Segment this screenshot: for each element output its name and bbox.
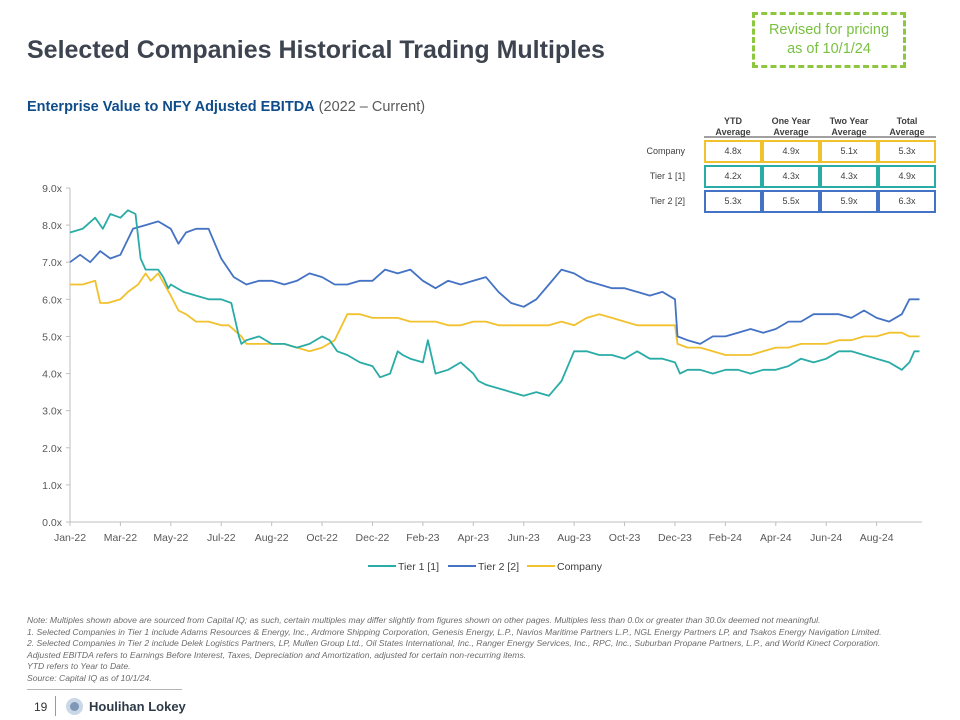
table-cell-box [762,140,820,163]
legend-label: Company [557,561,603,573]
x-tick-label: Mar-22 [104,532,137,544]
table-cell-box [820,165,878,188]
table-cell-value: 4.3x [840,171,858,181]
table-col-header: Average [715,127,750,137]
footnote-2: 2. Selected Companies in Tier 2 include … [27,638,881,648]
y-tick-label: 7.0x [42,257,63,269]
table-col-header: Average [831,127,866,137]
x-tick-label: Aug-24 [860,532,894,544]
x-tick-label: Jul-22 [207,532,236,544]
table-cell-box [704,140,762,163]
legend-label: Tier 2 [2] [478,561,519,573]
table-cell-value: 6.3x [898,196,916,206]
table-cell-value: 4.3x [782,171,800,181]
table-col-header: Average [889,127,924,137]
x-tick-label: Feb-24 [709,532,742,544]
y-tick-label: 9.0x [42,183,63,195]
y-tick-label: 8.0x [42,220,63,232]
footnote-source: Source: Capital IQ as of 10/1/24. [27,672,152,683]
table-cell-value: 4.9x [898,171,916,181]
legend-label: Tier 1 [1] [398,561,439,573]
series-line-company [70,272,920,356]
y-tick-label: 5.0x [42,331,63,343]
x-tick-label: Jan-22 [54,532,86,544]
table-col-header: Two Year [830,116,869,126]
table-cell-box [704,190,762,213]
table-cell-value: 5.3x [898,146,916,156]
table-cell-box [762,190,820,213]
table-cell-box [704,165,762,188]
x-tick-label: Jun-23 [508,532,540,544]
footnote-1: 1. Selected Companies in Tier 1 include … [27,626,882,637]
table-cell-value: 5.5x [782,196,800,206]
brand-name: Houlihan Lokey [89,699,186,714]
trading-multiples-chart: 0.0x 1.0x 2.0x 3.0x 4.0x 5.0x 6.0x 7.0x 8.0x 9.0x… [42,116,936,573]
table-cell-value: 5.1x [840,146,858,156]
subtitle-range: (2022 – Current) [318,99,426,115]
logo-globe-icon [66,698,83,715]
footnote-ytd: YTD refers to Year to Date. [27,661,131,671]
y-tick-label: 2.0x [42,443,63,455]
series-line-tier-2-2 [69,220,920,345]
table-cell-value: 5.3x [724,196,742,206]
y-tick-label: 3.0x [42,406,63,418]
table-cell-box [878,140,936,163]
table-col-header: One Year [772,116,811,126]
x-tick-label: Feb-23 [406,532,439,544]
table-cell-box [878,190,936,213]
footnotes: Note: Multiples shown above are sourced … [27,615,937,684]
table-col-header: Average [773,127,808,137]
table-cell-value: 5.9x [840,196,858,206]
revised-callout: Revised for pricing as of 10/1/24 [752,12,906,68]
subtitle-metric: Enterprise Value to NFY Adjusted EBITDA [27,99,315,115]
table-cell-value: 4.9x [782,146,800,156]
x-tick-label: Apr-24 [760,532,792,544]
table-cell-box [820,190,878,213]
table-cell-box [878,165,936,188]
table-row-label: Company [646,146,685,156]
table-cell-value: 4.2x [724,171,742,181]
x-tick-label: Oct-22 [306,532,338,544]
table-col-header: Total [897,116,918,126]
table-col-header: YTD [724,116,743,126]
x-tick-label: Dec-23 [658,532,692,544]
brand-logo: Houlihan Lokey [66,698,186,715]
y-tick-label: 1.0x [42,480,63,492]
footer-divider [27,689,182,690]
revised-line-1: Revised for pricing [768,22,890,38]
table-row-label: Tier 1 [1] [650,171,685,181]
page-title: Selected Companies Historical Trading Mu… [27,36,605,64]
y-tick-label: 0.0x [42,517,63,529]
x-tick-label: Jun-24 [810,532,842,544]
x-tick-label: Dec-22 [356,532,390,544]
y-tick-label: 6.0x [42,294,63,306]
table-cell-value: 4.8x [724,146,742,156]
x-tick-label: May-22 [153,532,188,544]
footnote-ebitda: Adjusted EBITDA refers to Earnings Befor… [27,649,527,660]
footer-separator [55,696,56,716]
x-tick-label: Apr-23 [458,532,490,544]
chart-subtitle: Enterprise Value to NFY Adjusted EBITDA … [27,99,425,115]
y-tick-label: 4.0x [42,369,63,381]
footnote-note: Note: Multiples shown above are sourced … [27,615,821,625]
table-cell-box [820,140,878,163]
x-tick-label: Aug-22 [255,532,289,544]
series-line-tier-1-1 [69,209,920,397]
table-row-label: Tier 2 [2] [650,196,685,206]
x-tick-label: Oct-23 [609,532,641,544]
page-number: 19 [34,700,48,714]
table-cell-box [762,165,820,188]
revised-line-2: as of 10/1/24 [787,41,871,57]
x-tick-label: Aug-23 [557,532,591,544]
